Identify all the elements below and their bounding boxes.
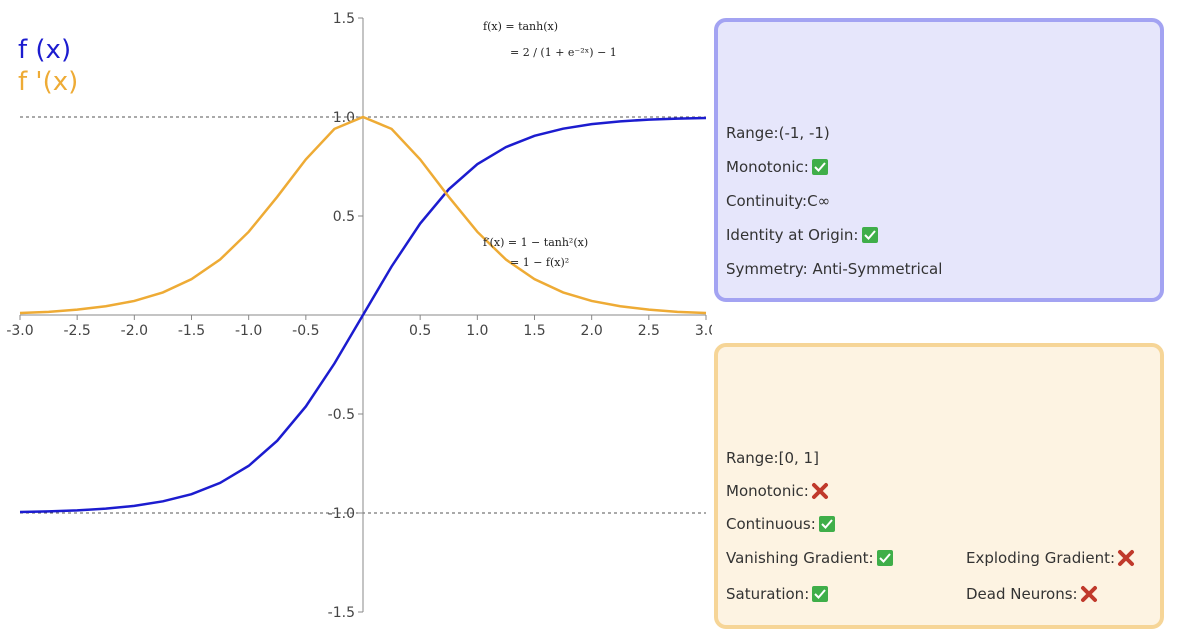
formula: f′(x) = 1 − tanh²(x): [483, 236, 588, 249]
panel-item: Continuity:C∞: [726, 192, 830, 210]
item-label: Continuity:C∞: [726, 192, 831, 210]
x-tick-label: -2.0: [121, 323, 148, 339]
panel-item: Exploding Gradient:: [966, 549, 1135, 567]
panel-item: Range:(-1, -1): [726, 124, 830, 142]
panel-item: Range:[0, 1]: [726, 449, 819, 467]
x-tick-label: -1.5: [178, 323, 205, 339]
x-tick-label: 2.5: [638, 323, 660, 339]
y-tick-label: -0.5: [328, 407, 355, 423]
cross-icon: [1080, 586, 1097, 602]
x-tick-label: -0.5: [292, 323, 319, 339]
legend-entry: f '(x): [18, 67, 78, 97]
check-icon: [818, 516, 835, 532]
y-tick-label: -1.0: [328, 506, 355, 522]
x-tick-label: 1.0: [466, 323, 488, 339]
tanh-panel: Range:(-1, -1) Monotonic: Continuity:C∞ Ide…: [714, 18, 1164, 302]
check-icon: [876, 550, 893, 566]
derivative-panel: Range:[0, 1] Monotonic: Continuous: Vanishi…: [714, 343, 1164, 629]
item-label: Symmetry: Anti-Symmetrical: [726, 260, 943, 278]
panel-item: Saturation:: [726, 585, 829, 603]
formula: = 2 / (1 + e⁻²ˣ) − 1: [510, 46, 617, 59]
check-icon: [811, 159, 828, 175]
x-tick-label: -2.5: [64, 323, 91, 339]
chart: -3.0 -2.5 -2.0 -1.5 -1.0 -0.5 0.5 1.0 1.5 2.0 2.5 3…: [6, 11, 712, 621]
y-tick-label: 1.5: [333, 11, 355, 27]
item-label: Range:(-1, -1): [726, 124, 830, 142]
y-tick-label: -1.5: [328, 605, 355, 621]
item-label: Saturation:: [726, 585, 810, 603]
y-tick-label: 0.5: [333, 209, 355, 225]
item-label: Continuous:: [726, 515, 816, 533]
x-tick-label: -1.0: [235, 323, 262, 339]
x-tick-label: 3.0: [695, 323, 712, 339]
formula: = 1 − f(x)²: [510, 256, 569, 269]
check-icon: [861, 227, 878, 243]
item-label: Monotonic:: [726, 158, 809, 176]
panel-item: Symmetry: Anti-Symmetrical: [726, 260, 942, 278]
x-tick-label: 0.5: [409, 323, 431, 339]
x-tick-label: 2.0: [581, 323, 603, 339]
formula: f(x) = tanh(x): [483, 20, 558, 33]
item-label: Range:[0, 1]: [726, 449, 819, 467]
item-label: Vanishing Gradient:: [726, 549, 874, 567]
series-line: [19, 115, 707, 315]
item-label: Identity at Origin:: [726, 226, 859, 244]
panel-item: Dead Neurons:: [966, 585, 1098, 603]
item-label: Monotonic:: [726, 482, 809, 500]
cross-icon: [811, 483, 828, 499]
panel-item: Vanishing Gradient:: [726, 549, 894, 567]
x-tick-label: 1.5: [523, 323, 545, 339]
legend-entry: f (x): [18, 35, 71, 65]
item-label: Exploding Gradient:: [966, 549, 1116, 567]
cross-icon: [1118, 550, 1135, 566]
panel-item: Monotonic:: [726, 158, 829, 176]
x-tick-label: -3.0: [6, 323, 33, 339]
series-line: [19, 116, 707, 514]
panel-item: Continuous:: [726, 515, 836, 533]
check-icon: [812, 586, 829, 602]
panel-item: Monotonic:: [726, 482, 829, 500]
panel-item: Identity at Origin:: [726, 226, 879, 244]
item-label: Dead Neurons:: [966, 585, 1078, 603]
